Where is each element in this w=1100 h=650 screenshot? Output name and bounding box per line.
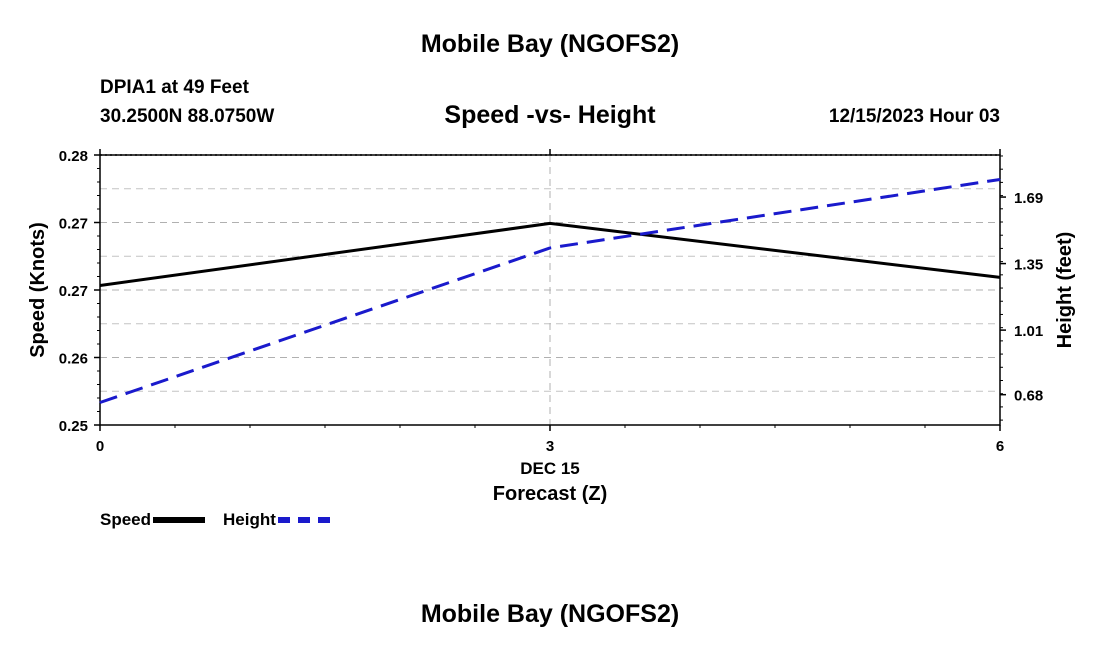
axis-ticks <box>94 149 1006 431</box>
x-axis-title: Forecast (Z) <box>493 483 607 505</box>
series-point-speed <box>999 276 1001 278</box>
series-point-speed <box>549 222 551 224</box>
chart-subtitle: Speed -vs- Height <box>444 101 656 129</box>
y-right-axis-title: Height (feet) <box>1054 232 1076 349</box>
axis-labels: DEC 15 Forecast (Z) Speed (Knots) Height… <box>27 148 1076 505</box>
y-right-tick-label: 1.69 <box>1014 190 1043 207</box>
series-point-speed <box>99 285 101 286</box>
legend-label-speed: Speed <box>100 510 152 529</box>
series-point-height <box>999 178 1001 180</box>
y-left-tick-label: 0.27 <box>59 216 88 233</box>
legend-swatch-speed <box>153 517 206 523</box>
x-tick-label: 0 <box>96 438 104 455</box>
coordinates-label: 30.2500N 88.0750W <box>100 106 275 127</box>
y-right-tick-label: 0.68 <box>1014 388 1043 405</box>
legend-swatch-height <box>277 517 330 523</box>
footer-title: Mobile Bay (NGOFS2) <box>420 600 680 628</box>
series-point-height <box>99 402 101 403</box>
grid <box>100 154 1000 425</box>
station-label: DPIA1 at 49 Feet <box>100 77 249 98</box>
legend: Speed Height <box>100 509 348 531</box>
x-tick-label: 6 <box>996 438 1004 455</box>
series-point-height <box>549 247 551 249</box>
legend-label-height: Height <box>223 510 276 529</box>
y-right-tick-label: 1.01 <box>1014 323 1043 340</box>
forecast-datetime: 12/15/2023 Hour 03 <box>828 106 1000 127</box>
chart-title: Mobile Bay (NGOFS2) <box>420 30 680 58</box>
y-left-tick-label: 0.25 <box>59 418 88 435</box>
y-right-tick-label: 1.35 <box>1014 257 1043 274</box>
y-left-tick-label: 0.26 <box>59 351 88 368</box>
legend-item-speed: Speed <box>100 510 206 530</box>
y-left-tick-label: 0.27 <box>59 283 88 300</box>
y-left-axis-title: Speed (Knots) <box>27 222 49 358</box>
x-date-label: DEC 15 <box>520 459 580 478</box>
legend-item-height: Height <box>223 510 330 530</box>
series <box>99 177 1001 404</box>
x-tick-label: 3 <box>546 438 554 455</box>
y-left-tick-label: 0.28 <box>59 148 88 165</box>
